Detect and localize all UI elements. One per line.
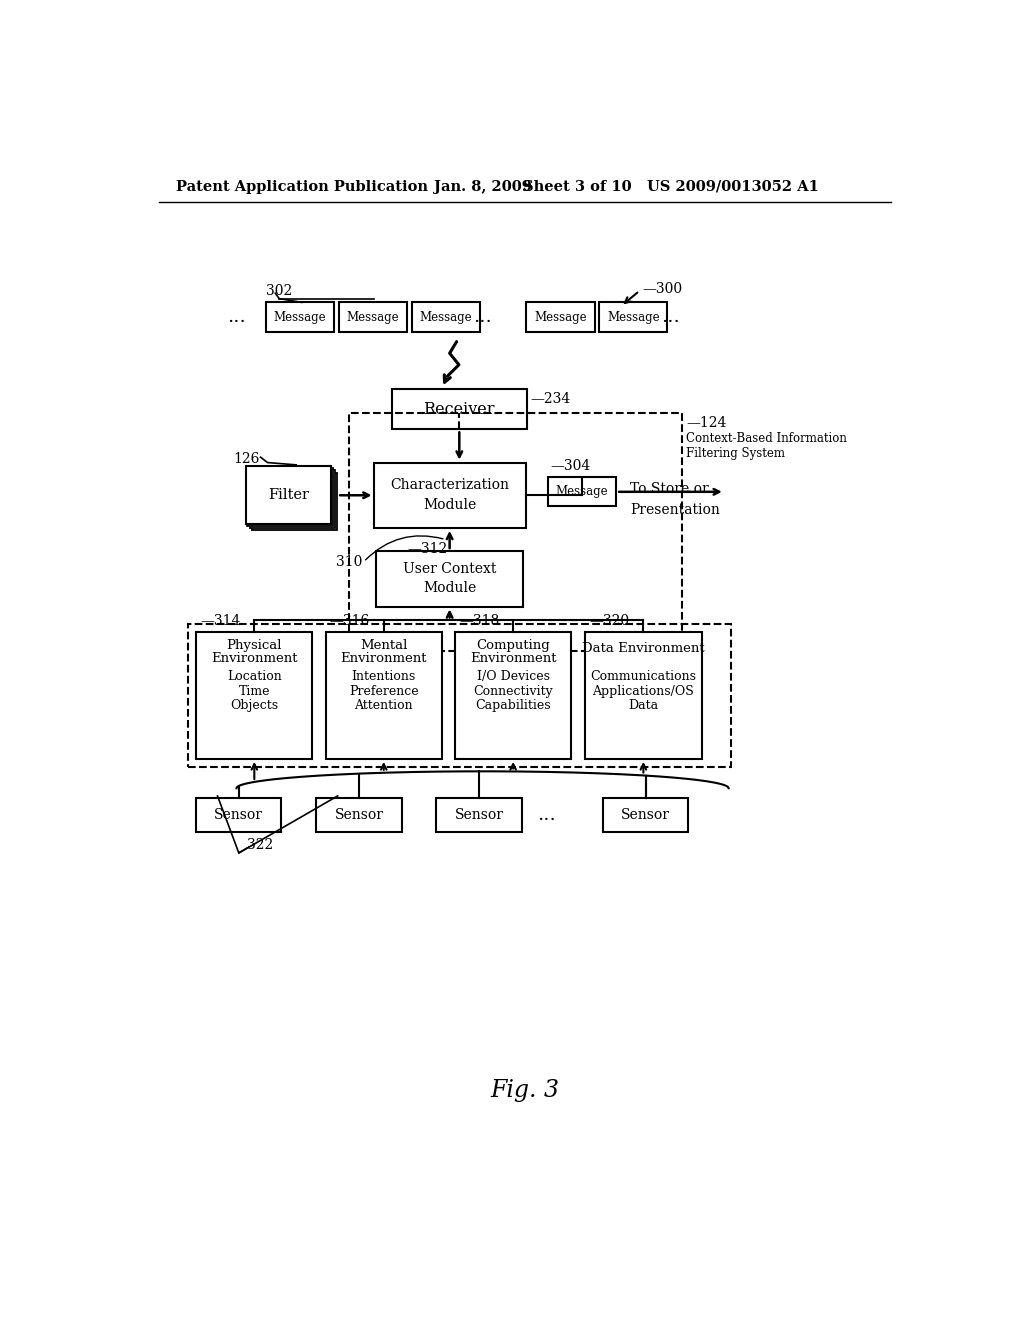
Text: —316: —316 (330, 614, 370, 628)
Text: Physical: Physical (226, 639, 282, 652)
Text: Objects: Objects (230, 700, 279, 713)
Text: Applications/OS: Applications/OS (593, 685, 694, 698)
Text: Module: Module (423, 498, 476, 512)
Text: —312: —312 (407, 541, 447, 556)
Text: Message: Message (420, 310, 472, 323)
Text: Characterization: Characterization (390, 478, 510, 492)
Bar (376, 552, 523, 607)
Text: Environment: Environment (470, 652, 556, 665)
Text: Jan. 8, 2009: Jan. 8, 2009 (434, 180, 532, 194)
Text: —234: —234 (530, 392, 570, 407)
Bar (603, 797, 688, 832)
Text: Module: Module (423, 581, 476, 595)
Text: User Context: User Context (402, 562, 497, 576)
Bar (248, 469, 333, 525)
Bar (197, 797, 282, 832)
Text: Sheet 3 of 10: Sheet 3 of 10 (523, 180, 632, 194)
Text: —124: —124 (686, 416, 726, 430)
Text: 302: 302 (266, 284, 292, 298)
Text: Filtering System: Filtering System (686, 447, 785, 461)
Bar (252, 473, 337, 531)
Text: Environment: Environment (341, 652, 427, 665)
Bar (339, 302, 407, 331)
Text: Mental: Mental (360, 639, 408, 652)
Bar (391, 389, 527, 429)
Text: Message: Message (346, 310, 399, 323)
Text: Presentation: Presentation (630, 503, 720, 517)
Text: Message: Message (556, 486, 608, 499)
Text: US 2009/0013052 A1: US 2009/0013052 A1 (647, 180, 819, 194)
Text: Patent Application Publication: Patent Application Publication (176, 180, 428, 194)
Bar (246, 466, 331, 524)
Bar (266, 302, 334, 331)
Text: Data: Data (629, 700, 658, 713)
Text: Receiver: Receiver (424, 401, 495, 418)
Text: Fig. 3: Fig. 3 (490, 1078, 559, 1102)
Text: —320: —320 (589, 614, 630, 628)
Text: Location: Location (227, 671, 282, 684)
Bar (436, 797, 521, 832)
Text: ...: ... (227, 308, 246, 326)
Bar (586, 632, 701, 759)
Text: 310: 310 (336, 554, 362, 569)
Text: Communications: Communications (591, 671, 696, 684)
Text: Context-Based Information: Context-Based Information (686, 432, 847, 445)
Bar (412, 302, 480, 331)
Text: Message: Message (535, 310, 587, 323)
Text: Sensor: Sensor (335, 808, 383, 822)
Bar (375, 462, 525, 528)
Text: —314: —314 (200, 614, 241, 628)
Text: I/O Devices: I/O Devices (477, 671, 550, 684)
Text: Message: Message (607, 310, 659, 323)
Bar (316, 797, 401, 832)
Bar (188, 624, 731, 767)
Text: Intentions: Intentions (351, 671, 416, 684)
Text: Preference: Preference (349, 685, 419, 698)
Text: Data Environment: Data Environment (582, 643, 705, 656)
Text: 322: 322 (247, 838, 272, 853)
Text: Environment: Environment (211, 652, 298, 665)
Text: Sensor: Sensor (455, 808, 504, 822)
Text: —300: —300 (643, 282, 683, 296)
Text: Connectivity: Connectivity (473, 685, 553, 698)
Bar (548, 478, 616, 507)
Text: Computing: Computing (476, 639, 550, 652)
Bar (326, 632, 442, 759)
Bar (526, 302, 595, 331)
Text: Capabilities: Capabilities (475, 700, 551, 713)
Text: ...: ... (538, 805, 556, 824)
Text: —318: —318 (459, 614, 499, 628)
Text: Sensor: Sensor (214, 808, 263, 822)
Text: ...: ... (473, 308, 493, 326)
Text: Time: Time (239, 685, 270, 698)
Text: Message: Message (273, 310, 327, 323)
Bar (250, 470, 335, 528)
Text: To Store or: To Store or (630, 482, 709, 496)
Bar (599, 302, 668, 331)
Text: ...: ... (662, 308, 680, 326)
Bar (455, 632, 571, 759)
Text: Sensor: Sensor (622, 808, 670, 822)
Text: 126: 126 (233, 451, 260, 466)
Text: Filter: Filter (268, 488, 309, 503)
Text: —304: —304 (550, 459, 591, 474)
Text: Attention: Attention (354, 700, 413, 713)
Bar (349, 413, 682, 651)
Bar (197, 632, 312, 759)
